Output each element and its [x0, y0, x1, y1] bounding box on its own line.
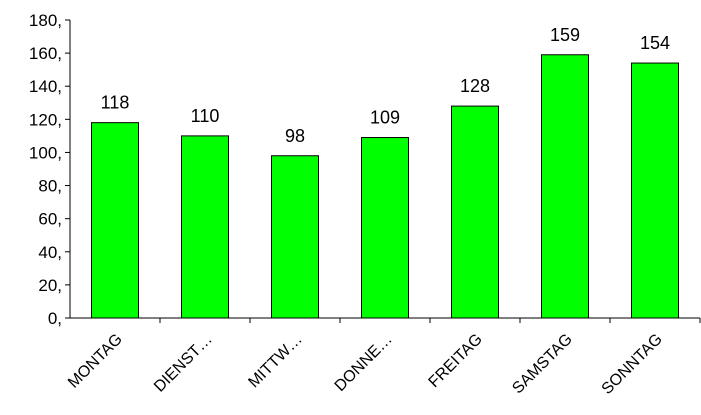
data-label: 159 [550, 25, 580, 45]
bar [181, 135, 229, 319]
x-tick-label: SONNTAG [599, 331, 666, 398]
bar [91, 122, 139, 319]
x-tick-label: SAMSTAG [509, 331, 576, 398]
y-tick-label: 100, [29, 143, 62, 162]
y-tick-label: 60, [38, 210, 62, 229]
y-tick-label: 180, [29, 11, 62, 30]
y-tick-label: 0, [48, 309, 62, 328]
x-tick-label: DIENST… [151, 331, 216, 396]
data-labels: 118 110 98 109 128 159 154 [101, 25, 670, 146]
y-tick-label: 120, [29, 110, 62, 129]
data-label: 154 [640, 33, 670, 53]
bar [271, 155, 319, 319]
y-tick-label: 80, [38, 177, 62, 196]
bar [451, 105, 499, 319]
y-tick-label: 40, [38, 243, 62, 262]
data-label: 98 [285, 126, 305, 146]
x-tick-label: MITTW… [245, 331, 305, 391]
x-tick-label: MONTAG [65, 331, 126, 392]
y-axis: 0, 20, 40, 60, 80, 100, 120, 140, 160, 180, [29, 11, 71, 328]
y-tick-label: 20, [38, 276, 62, 295]
x-tick-label: FREITAG [426, 331, 486, 391]
data-label: 110 [191, 106, 220, 126]
bar [631, 62, 679, 319]
bars [91, 54, 679, 319]
data-label: 128 [460, 76, 490, 96]
x-tick-label: DONNE… [332, 331, 396, 395]
bar [361, 137, 409, 319]
x-axis: MONTAG DIENST… MITTW… DONNE… FREITAG SAMSTAG S… [65, 317, 701, 398]
y-tick-label: 160, [29, 44, 62, 63]
bar [541, 54, 589, 319]
data-label: 118 [101, 93, 130, 113]
data-label: 109 [370, 108, 400, 128]
y-tick-label: 140, [29, 77, 62, 96]
